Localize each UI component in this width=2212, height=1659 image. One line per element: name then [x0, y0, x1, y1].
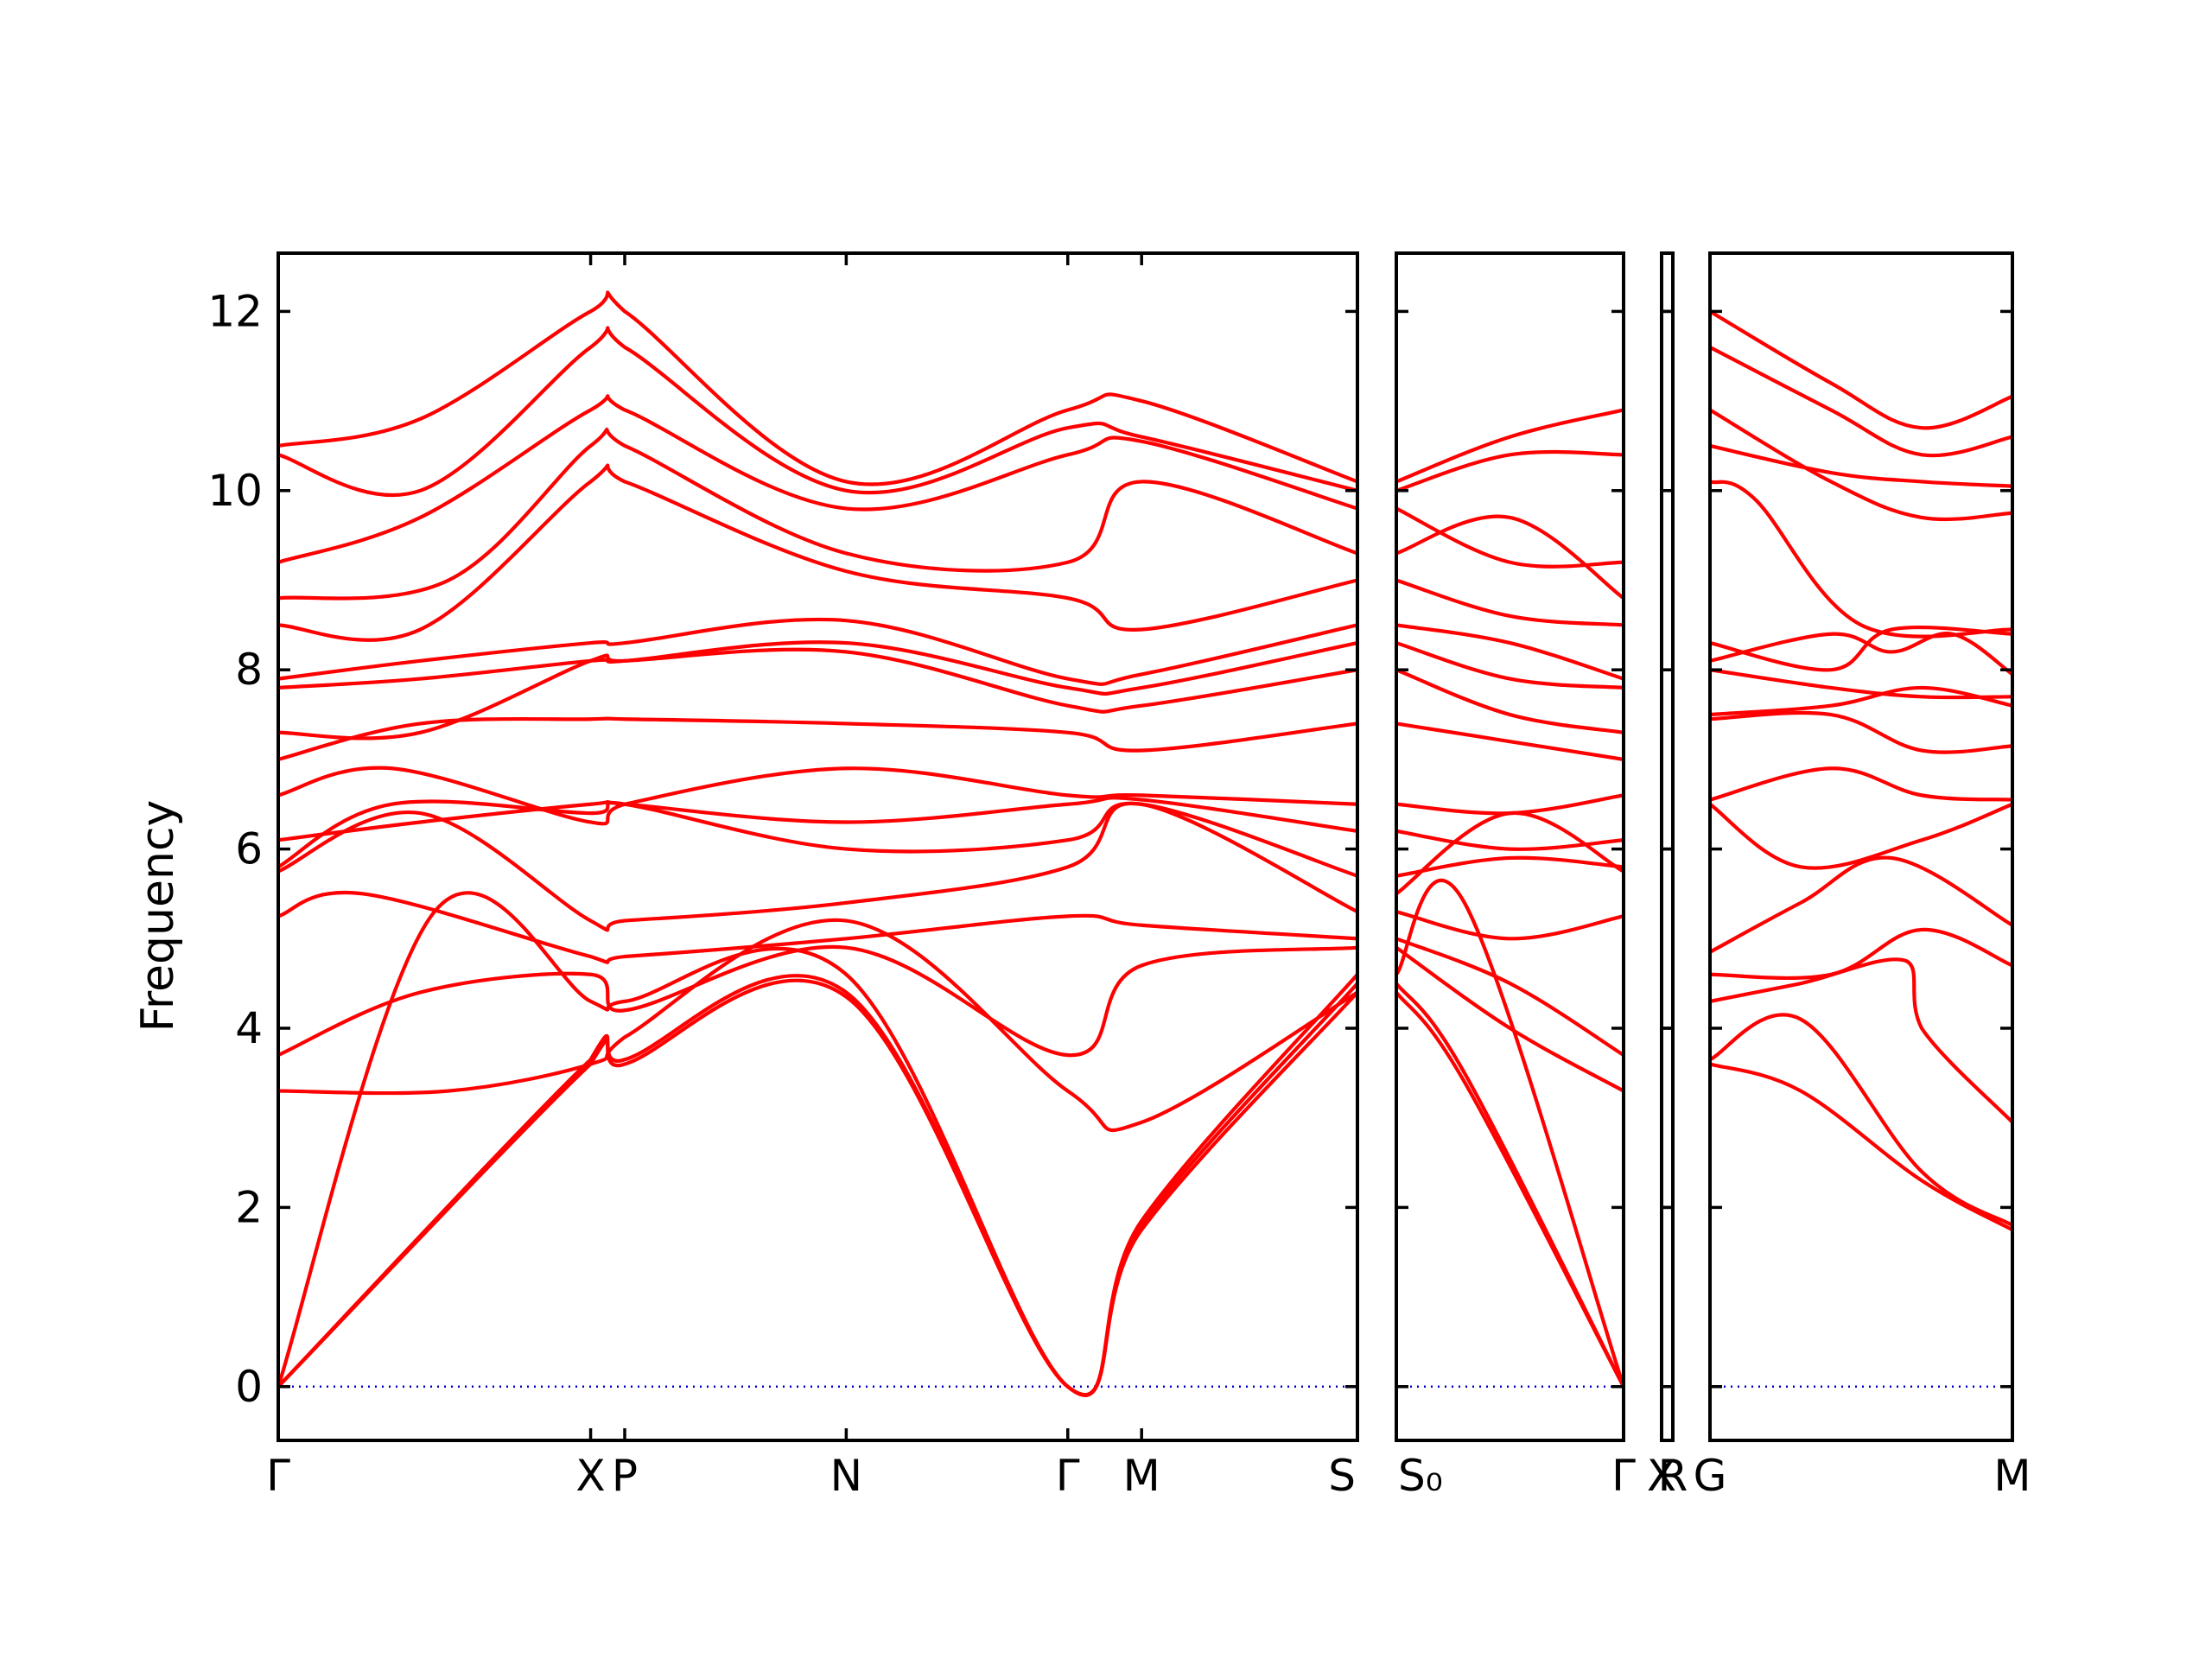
- x-tick-label: M: [1993, 1451, 2031, 1501]
- band-line-13: [278, 640, 1357, 696]
- band-line-8: [278, 799, 1357, 878]
- band-line-13: [1396, 640, 1624, 690]
- band-line-9: [1396, 829, 1624, 851]
- y-tick-label: 2: [235, 1182, 263, 1232]
- panel-3: XR: [1647, 251, 1688, 1501]
- band-line-5: [1396, 937, 1624, 1058]
- band-line-9: [278, 796, 1357, 842]
- band-line-16: [278, 427, 1357, 601]
- band-line-6: [1710, 802, 2012, 870]
- band-line-8: [1710, 710, 2012, 754]
- band-line-17: [1396, 506, 1624, 569]
- band-line-4: [1396, 945, 1624, 1093]
- y-tick-label: 0: [235, 1362, 263, 1412]
- band-line-15: [1396, 578, 1624, 627]
- band-line-12: [1396, 668, 1624, 734]
- x-tick-label: G: [1694, 1451, 1727, 1501]
- band-line-17: [278, 394, 1357, 564]
- band-line-8: [1396, 855, 1624, 878]
- x-tick-label: S₀: [1398, 1451, 1443, 1501]
- panel-2: S₀ Γ: [1395, 251, 1636, 1501]
- band-line-14: [278, 617, 1357, 686]
- x-tick-label: Γ: [266, 1451, 290, 1501]
- band-line-6: [278, 890, 1357, 964]
- band-line-16: [1396, 514, 1624, 601]
- band-line-5: [1710, 855, 2012, 954]
- band-line-10: [278, 766, 1357, 826]
- band-line-12: [1710, 625, 2012, 672]
- band-line-14: [1396, 623, 1624, 681]
- x-tick-label: P: [612, 1451, 638, 1501]
- panel-frame: [276, 251, 1359, 1442]
- band-line-19: [1396, 408, 1624, 484]
- y-tick-label: 8: [235, 645, 263, 695]
- y-tick-label: 10: [207, 466, 263, 516]
- panel-frame: [1395, 251, 1625, 1442]
- y-tick-label: 4: [235, 1003, 263, 1053]
- x-tick-label: M: [1123, 1451, 1160, 1501]
- band-line-1: [278, 978, 1357, 1397]
- band-line-7: [1396, 810, 1624, 896]
- x-tick-label: X: [1647, 1451, 1676, 1501]
- band-line-11: [1710, 632, 2012, 677]
- band-line-3: [278, 891, 1357, 1397]
- x-tick-label: S: [1328, 1451, 1356, 1501]
- band-line-10: [1396, 793, 1624, 816]
- band-line-1: [1396, 990, 1624, 1389]
- band-line-17: [1710, 309, 2012, 430]
- band-line-4: [278, 918, 1357, 1133]
- band-line-18: [1396, 449, 1624, 493]
- panel-frame: [1708, 251, 2014, 1442]
- band-line-10: [1710, 668, 2012, 700]
- band-line-16: [1710, 345, 2012, 458]
- band-line-2: [278, 974, 1357, 1396]
- band-line-3: [1396, 878, 1624, 1389]
- band-line-7: [1710, 766, 2012, 802]
- band-line-4: [1710, 927, 2012, 981]
- band-line-3: [1710, 957, 2012, 1124]
- band-line-15: [278, 463, 1357, 642]
- y-tick-label: 12: [207, 286, 263, 336]
- band-line-2: [1396, 982, 1624, 1389]
- band-line-18: [278, 326, 1357, 498]
- band-series-group: [1396, 408, 1624, 1389]
- band-line-13: [1710, 480, 2012, 639]
- band-line-11: [1396, 721, 1624, 761]
- y-axis-label: Frequency: [132, 800, 184, 1033]
- band-line-2: [1710, 1013, 2012, 1228]
- band-series-group: [1710, 309, 2012, 1232]
- x-tick-label: R: [1658, 1451, 1688, 1501]
- band-line-6: [1396, 910, 1624, 941]
- band-line-9: [1710, 685, 2012, 717]
- y-tick-label: 6: [235, 824, 263, 874]
- band-line-1: [1710, 1062, 2012, 1232]
- band-line-15: [1710, 408, 2012, 522]
- band-series-group: [278, 290, 1357, 1397]
- x-tick-label: X: [575, 1451, 605, 1501]
- band-line-11: [278, 716, 1357, 761]
- band-line-14: [1710, 443, 2012, 488]
- band-line-19: [278, 290, 1357, 486]
- x-tick-label: Γ: [1611, 1451, 1636, 1501]
- x-tick-label: N: [830, 1451, 862, 1501]
- panel-frame: [1660, 251, 1675, 1442]
- band-line-12: [278, 647, 1357, 741]
- x-tick-label: Γ: [1056, 1451, 1080, 1501]
- band-line-5: [278, 944, 1357, 1058]
